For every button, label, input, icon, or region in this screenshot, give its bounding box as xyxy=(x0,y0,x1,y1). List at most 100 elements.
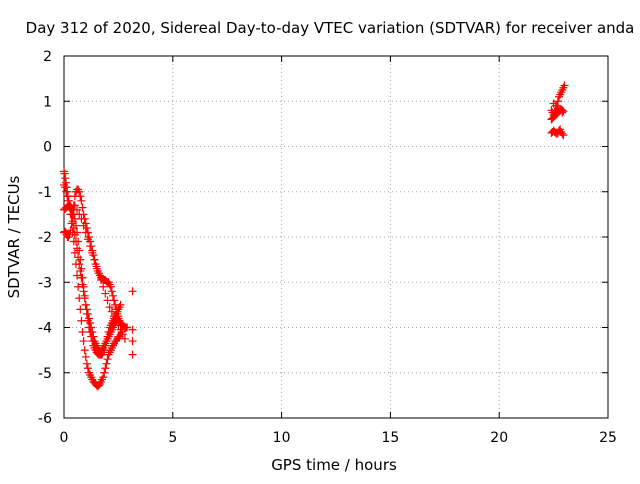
data-point xyxy=(558,129,567,138)
x-tick-label: 10 xyxy=(273,430,291,446)
gridlines xyxy=(64,56,608,418)
data-point xyxy=(80,291,89,300)
data-point xyxy=(128,350,137,359)
data-point xyxy=(128,287,137,296)
data-point xyxy=(88,248,97,257)
data-point xyxy=(99,373,108,382)
data-point xyxy=(114,321,123,330)
data-point xyxy=(70,248,79,257)
data-point xyxy=(116,325,125,334)
data-point xyxy=(78,273,87,282)
data-point xyxy=(87,332,96,341)
data-point xyxy=(76,192,85,201)
data-point xyxy=(65,230,74,239)
axis-ticks: 0 5 10 15 20 25 -6 -5 -4 -3 -2 -1 0 1 2 xyxy=(38,49,617,446)
data-point xyxy=(73,271,82,280)
data-point xyxy=(96,275,105,284)
data-point xyxy=(82,359,91,368)
data-point xyxy=(81,228,90,237)
x-tick-label: 5 xyxy=(168,430,177,446)
data-point xyxy=(112,316,121,325)
data-point xyxy=(94,269,103,278)
data-point xyxy=(73,228,82,237)
data-point xyxy=(102,359,111,368)
data-point xyxy=(83,364,92,373)
data-point xyxy=(560,81,569,90)
data-point xyxy=(110,312,119,321)
data-point xyxy=(106,282,115,291)
data-point xyxy=(103,355,112,364)
data-point xyxy=(85,323,94,332)
data-point xyxy=(82,309,91,318)
x-tick-label: 0 xyxy=(60,430,69,446)
data-point xyxy=(100,368,109,377)
data-point xyxy=(105,303,114,312)
data-point xyxy=(99,282,108,291)
data-point xyxy=(88,337,97,346)
data-point xyxy=(112,305,121,314)
data-point xyxy=(559,131,568,140)
y-axis-label: SDTVAR / TECUs xyxy=(5,175,23,298)
data-point xyxy=(77,264,86,273)
data-point xyxy=(67,219,76,228)
data-point xyxy=(75,246,84,255)
x-tick-label: 15 xyxy=(381,430,399,446)
y-tick-label: 2 xyxy=(43,49,52,65)
data-point xyxy=(101,289,110,298)
data-point xyxy=(107,307,116,316)
data-point xyxy=(86,242,95,251)
data-point xyxy=(75,260,84,269)
data-point xyxy=(81,300,90,309)
data-point xyxy=(80,346,89,355)
data-point xyxy=(118,330,127,339)
data-point xyxy=(75,187,84,196)
data-point xyxy=(120,334,129,343)
data-point xyxy=(86,328,95,337)
data-point xyxy=(79,282,88,291)
data-point xyxy=(66,226,75,235)
data-point xyxy=(90,255,99,264)
data-point xyxy=(81,352,90,361)
chart-title: Day 312 of 2020, Sidereal Day-to-day VTE… xyxy=(26,19,635,37)
data-point xyxy=(78,328,87,337)
data-point xyxy=(108,291,117,300)
y-tick-label: 0 xyxy=(43,140,52,156)
data-point xyxy=(103,296,112,305)
y-tick-label: 1 xyxy=(43,94,52,110)
x-axis-label: GPS time / hours xyxy=(271,456,397,474)
data-point xyxy=(77,214,86,223)
data-point xyxy=(61,183,70,192)
data-point xyxy=(63,192,72,201)
y-tick-label: -2 xyxy=(38,230,52,246)
data-point xyxy=(76,255,85,264)
data-point xyxy=(79,221,88,230)
data-point xyxy=(70,201,79,210)
data-point xyxy=(75,210,84,219)
y-tick-label: -6 xyxy=(38,411,52,427)
data-point xyxy=(83,316,92,325)
data-point xyxy=(77,196,86,205)
data-point xyxy=(553,97,562,106)
data-point xyxy=(60,169,69,178)
data-point xyxy=(111,300,120,309)
data-point xyxy=(128,337,137,346)
y-tick-label: -4 xyxy=(38,321,52,337)
data-point xyxy=(123,323,132,332)
x-tick-label: 25 xyxy=(599,430,617,446)
data-point xyxy=(83,235,92,244)
y-tick-label: -3 xyxy=(38,275,52,291)
data-point xyxy=(61,174,70,183)
data-points xyxy=(60,81,569,391)
data-point xyxy=(101,364,110,373)
y-tick-label: -5 xyxy=(38,366,52,382)
data-point xyxy=(62,187,71,196)
data-point xyxy=(107,287,116,296)
x-tick-label: 20 xyxy=(490,430,508,446)
y-tick-label: -1 xyxy=(38,185,52,201)
data-point xyxy=(78,203,87,212)
data-point xyxy=(79,337,88,346)
data-point xyxy=(73,205,82,214)
data-point xyxy=(71,221,80,230)
